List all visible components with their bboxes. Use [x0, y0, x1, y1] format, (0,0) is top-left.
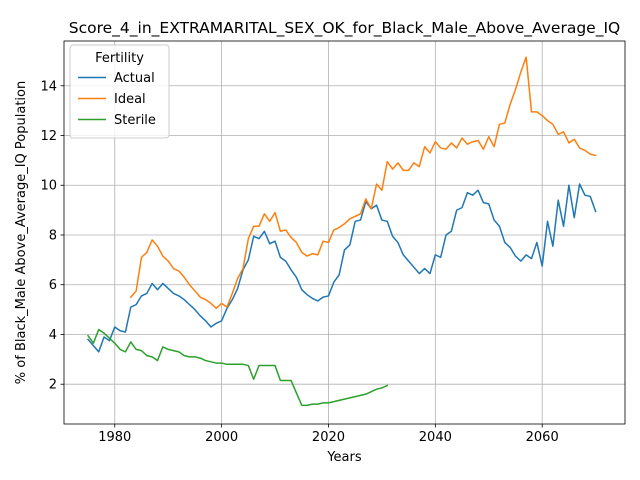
x-axis-label: Years	[326, 450, 362, 465]
legend-entries: Actual Ideal Sterile	[78, 71, 156, 128]
legend-label-sterile: Sterile	[114, 113, 156, 128]
x-tick-label: 2060	[526, 430, 559, 445]
y-tick-label: 8	[49, 228, 57, 243]
plot-frame	[63, 40, 626, 425]
legend: Fertility Actual Ideal Sterile	[69, 44, 170, 139]
y-tick-label: 6	[49, 278, 57, 293]
y-tick-label: 14	[40, 79, 57, 94]
ticks-layer: 1980 2000 2020 2040 2060 2 4 6 8 10 12 14	[40, 79, 558, 445]
y-tick-label: 10	[40, 179, 57, 194]
x-tick-label: 2040	[419, 430, 452, 445]
series-layer	[86, 56, 597, 407]
y-tick-label: 4	[49, 328, 57, 343]
legend-label-ideal: Ideal	[114, 92, 146, 107]
series-line-ideal	[129, 56, 597, 310]
x-tick-label: 2020	[312, 430, 345, 445]
y-tick-label: 2	[49, 378, 57, 393]
series-line-sterile	[86, 328, 389, 407]
x-tick-label: 1980	[98, 430, 131, 445]
y-tick-label: 12	[40, 129, 57, 144]
chart-title: Score_4_in_EXTRAMARITAL_SEX_OK_for_Black…	[69, 19, 620, 38]
legend-label-actual: Actual	[114, 71, 155, 86]
y-axis-label: % of Black_Male Above_Average_IQ Populat…	[14, 81, 29, 384]
legend-title: Fertility	[95, 51, 144, 66]
x-tick-label: 2000	[205, 430, 238, 445]
grid-layer	[64, 41, 625, 424]
series-line-actual	[86, 183, 597, 353]
legend-box	[69, 44, 170, 139]
